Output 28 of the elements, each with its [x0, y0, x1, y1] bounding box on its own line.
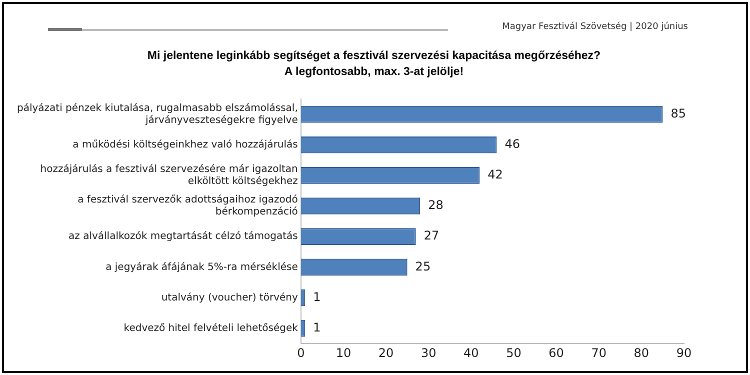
x-tick-label: 60 — [548, 346, 564, 360]
y-tick-label: a működési költségeinkhez való hozzájárulás — [72, 139, 298, 150]
x-tick-label: 0 — [297, 346, 305, 360]
x-tick-label: 50 — [506, 346, 522, 360]
data-label: 1 — [313, 290, 321, 304]
data-label: 85 — [670, 106, 686, 120]
x-tick-label: 80 — [634, 346, 650, 360]
y-tick-label: a jegyárak áfájának 5%-ra mérséklése — [106, 262, 298, 273]
text: Magyar Fesztivál Szövetség | 2020 június — [502, 22, 688, 32]
y-tick-label: utalvány (voucher) törvény — [161, 292, 298, 304]
x-tick-label: 10 — [336, 346, 352, 360]
x-tick-label: 30 — [420, 346, 436, 360]
y-tick-label: kedvező hitel felvételi lehetőségek — [124, 322, 298, 334]
y-tick-label: az alvállalkozók megtartását célzó támogatás — [68, 231, 298, 242]
x-tick-label: 40 — [464, 346, 479, 360]
y-tick-label: pályázati pénzek kiutalása, rugalmasabb elszámolással, járványveszteségekre figyelve — [16, 102, 298, 126]
chart-title: Mi jelentene leginkább segítséget a fesztivál szervezési kapacitása megőrzéséhez? A legfontosabb, max. 3-at jelölje! — [146, 49, 602, 80]
x-tick-label: 90 — [676, 346, 692, 360]
data-label: 1 — [313, 320, 321, 334]
y-tick-label: hozzájárulás a fesztivál szervezésére már igazoltan elköltött költségekhez — [40, 164, 298, 188]
data-label: 42 — [488, 168, 503, 182]
data-label: 27 — [424, 228, 440, 243]
data-label: 46 — [504, 136, 520, 151]
x-tick-label: 20 — [378, 346, 394, 360]
data-label: 25 — [415, 259, 431, 274]
data-label: 28 — [428, 198, 444, 212]
x-tick-label: 70 — [591, 346, 607, 360]
y-tick-label: a fesztivál szervezők adottságaihoz igazodó bérkompenzáció — [78, 194, 298, 218]
